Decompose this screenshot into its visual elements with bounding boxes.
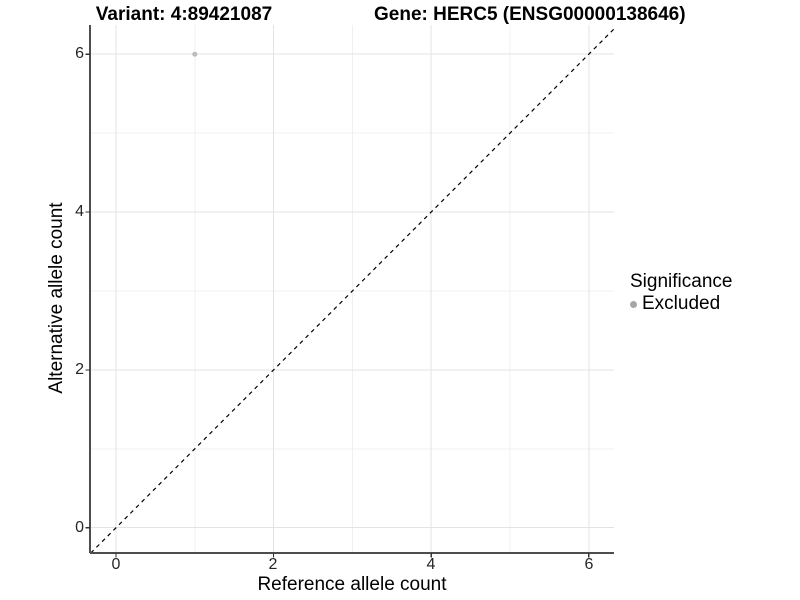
y-tick-label: 4 bbox=[75, 203, 84, 220]
x-tick-label: 4 bbox=[426, 556, 436, 573]
identity-line bbox=[90, 28, 615, 554]
legend-point-icon bbox=[630, 300, 637, 308]
y-axis-label: Alternative allele count bbox=[46, 202, 67, 394]
plot-title-variant: Variant: 4:89421087 bbox=[95, 4, 273, 25]
x-tick-label: 2 bbox=[268, 556, 278, 573]
plot-title-gene: Gene: HERC5 (ENSG00000138646) bbox=[374, 4, 686, 25]
data-point bbox=[192, 51, 198, 57]
x-tick-label: 6 bbox=[584, 556, 594, 573]
legend-item-excluded: Excluded bbox=[630, 293, 732, 315]
y-tick-label: 6 bbox=[75, 45, 84, 62]
legend: Significance Excluded bbox=[630, 271, 732, 315]
legend-title: Significance bbox=[630, 271, 733, 292]
y-tick-label: 0 bbox=[75, 519, 84, 536]
x-tick-label: 0 bbox=[111, 556, 121, 573]
x-axis-label: Reference allele count bbox=[257, 574, 447, 595]
legend-item-label: Excluded bbox=[642, 293, 721, 314]
y-tick-label: 2 bbox=[75, 361, 84, 378]
